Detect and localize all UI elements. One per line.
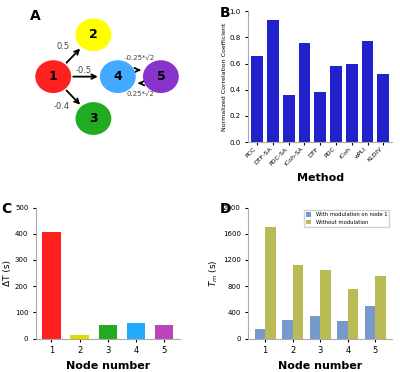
Bar — [282, 320, 293, 339]
Text: 5: 5 — [156, 70, 165, 83]
Bar — [330, 66, 342, 142]
Bar — [267, 20, 279, 142]
Text: 2: 2 — [89, 28, 98, 41]
Bar — [314, 92, 326, 142]
Bar — [127, 323, 145, 339]
Bar — [70, 334, 89, 339]
Text: -0.5: -0.5 — [75, 66, 92, 75]
Bar — [265, 227, 276, 339]
Text: 1: 1 — [49, 70, 58, 83]
Text: 0.25*√2: 0.25*√2 — [126, 91, 154, 97]
Circle shape — [76, 19, 111, 51]
Bar — [310, 316, 320, 339]
Bar — [283, 95, 294, 142]
Bar — [42, 232, 61, 339]
X-axis label: Node number: Node number — [278, 361, 362, 371]
Bar — [362, 41, 374, 142]
Bar — [320, 270, 331, 339]
Text: -0.25*√2: -0.25*√2 — [125, 56, 155, 62]
Bar — [378, 74, 389, 142]
Circle shape — [100, 61, 135, 92]
Bar — [254, 329, 265, 339]
Text: 0.5: 0.5 — [57, 42, 70, 51]
Bar — [348, 289, 358, 339]
Text: 4: 4 — [114, 70, 122, 83]
Text: C: C — [2, 202, 12, 217]
Text: A: A — [30, 9, 41, 23]
Bar — [298, 42, 310, 142]
Legend: With modulation on node 1, Without modulation: With modulation on node 1, Without modul… — [304, 210, 389, 227]
X-axis label: Method: Method — [297, 173, 344, 183]
Bar — [346, 64, 358, 142]
Circle shape — [76, 103, 111, 134]
Circle shape — [36, 61, 70, 92]
Text: D: D — [220, 202, 231, 217]
Bar — [155, 325, 173, 339]
Text: -0.4: -0.4 — [54, 102, 70, 111]
Bar — [251, 56, 263, 142]
Bar — [376, 276, 386, 339]
Bar — [337, 321, 348, 339]
Bar — [99, 326, 117, 339]
Bar — [365, 307, 376, 339]
Y-axis label: $T_m$ (s): $T_m$ (s) — [208, 259, 220, 287]
Y-axis label: Normalized Correlation Coefficient: Normalized Correlation Coefficient — [222, 22, 227, 131]
Text: B: B — [220, 6, 230, 20]
Text: 3: 3 — [89, 112, 98, 125]
Circle shape — [144, 61, 178, 92]
Bar — [293, 264, 303, 339]
Y-axis label: ΔT (s): ΔT (s) — [3, 260, 12, 286]
X-axis label: Node number: Node number — [66, 361, 150, 371]
